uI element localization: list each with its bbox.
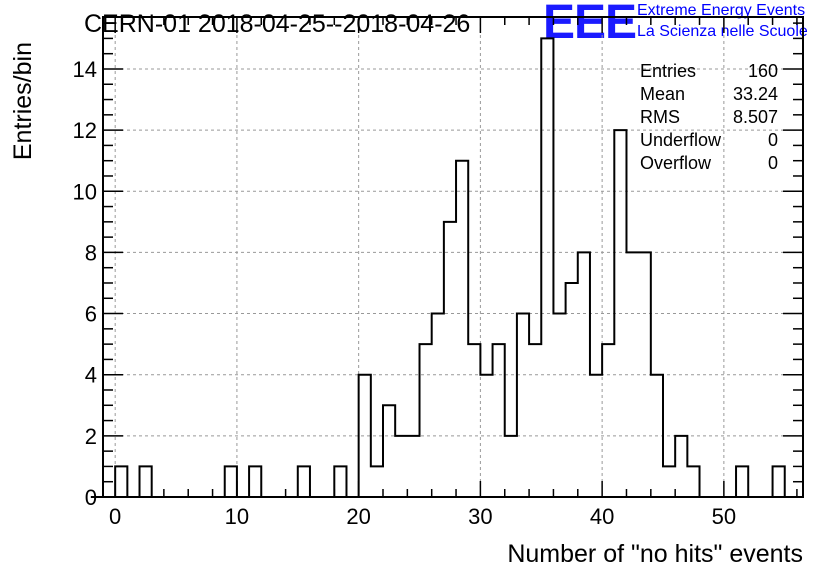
stat-row: Entries 160 [640,60,778,83]
histogram-bin [493,344,505,497]
stat-label: Mean [640,84,686,104]
x-tick-label: 30 [468,504,492,529]
stat-row: Overflow 0 [640,152,778,175]
stat-row: Underflow 0 [640,129,778,152]
logo-tagline-2: La Scienza nelle Scuole [637,23,808,40]
histogram-bin [602,344,614,497]
histogram-bin [298,466,310,497]
y-tick-label: 8 [85,240,97,265]
histogram-bin [444,222,456,497]
histogram-bin [517,314,529,497]
histogram-bin [371,466,383,497]
histogram-bin [420,344,432,497]
histogram-bin [225,466,237,497]
histogram-bin [541,38,553,497]
x-tick-label: 50 [712,504,736,529]
histogram-bin [383,405,395,497]
histogram-bin [395,436,407,497]
stat-row: Mean 33.24 [640,83,778,106]
axis-tick-labels: 0 10 20 30 40 50 0 2 4 6 8 10 12 14 [73,57,737,529]
histogram-bin [566,283,578,497]
histogram-bars [90,37,797,498]
histogram-bin [249,466,261,497]
y-tick-label: 10 [73,179,97,204]
y-tick-label: 14 [73,57,97,82]
logo-tagline-1: Extreme Energy Events [637,2,806,19]
x-tick-label: 40 [590,504,614,529]
chart-title: CERN-01 2018-04-25--2018-04-26 [84,10,471,38]
histogram-bin [687,466,699,497]
histogram-bin [432,314,444,497]
y-axis-label: Entries/bin [9,42,37,160]
stat-value: 8.507 [732,107,778,127]
x-tick-label: 20 [346,504,370,529]
grid-lines [103,17,803,497]
histogram-outline [90,37,797,498]
y-tick-label: 0 [85,485,97,510]
histogram-bin [505,436,517,497]
histogram-bin [773,466,785,497]
histogram-bin [663,466,675,497]
histogram-bin [529,344,541,497]
stat-value: 33.24 [732,84,778,104]
y-tick-label: 12 [73,118,97,143]
stat-row: RMS 8.507 [640,106,778,129]
plot-frame [102,16,804,498]
x-axis-label: Number of "no hits" events [507,540,803,568]
x-tick-label: 0 [109,504,121,529]
y-tick-label: 2 [85,424,97,449]
histogram-bin [736,466,748,497]
histogram-bin [334,466,346,497]
stat-value: 0 [767,153,778,173]
histogram-bin [468,344,480,497]
plot-border [102,16,804,498]
stat-label: Entries [640,61,697,81]
histogram-bin [675,436,687,497]
stat-value: 0 [767,130,778,150]
stat-label: Overflow [640,153,712,173]
x-tick-label: 10 [225,504,249,529]
stats-box: Entries 160 Mean 33.24 RMS 8.507 Underflow 0 Ove… [640,60,778,175]
histogram-bin [407,436,419,497]
stat-label: RMS [640,107,680,127]
y-tick-label: 4 [85,363,97,388]
axis-ticks [103,17,803,498]
histogram-bin [553,314,565,497]
histogram-bin [115,466,127,497]
eee-logo: EEE [543,0,637,49]
histogram-bin [140,466,152,497]
histogram-bin [456,161,468,497]
stat-label: Underflow [640,130,722,150]
stat-value: 160 [747,61,778,81]
y-tick-label: 6 [85,302,97,327]
eee-logo-mark: EEE [543,0,637,49]
